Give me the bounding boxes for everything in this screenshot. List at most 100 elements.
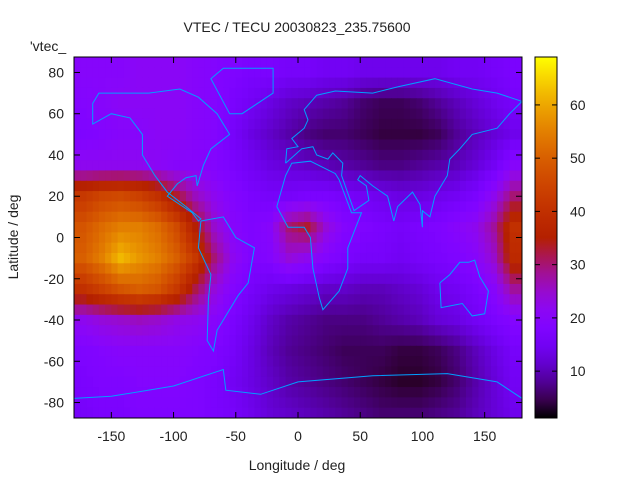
heatmap-cell (198, 345, 206, 357)
heatmap-cell (260, 170, 268, 182)
heatmap-cell (223, 273, 231, 285)
heatmap-cell (105, 387, 112, 398)
heatmap-cell (403, 118, 411, 130)
heatmap-cell (441, 376, 448, 388)
heatmap-cell (148, 149, 156, 161)
heatmap-cell (223, 180, 231, 192)
heatmap-cell (447, 118, 455, 130)
heatmap-cell (459, 273, 467, 285)
heatmap-cell (154, 139, 162, 151)
heatmap-cell (80, 376, 88, 388)
heatmap-cell (478, 191, 486, 202)
heatmap-cell (111, 263, 119, 275)
heatmap-cell (335, 252, 343, 264)
heatmap-cell (86, 87, 94, 99)
heatmap-cell (254, 149, 262, 161)
heatmap-cell (397, 57, 405, 68)
heatmap-cell (310, 87, 318, 99)
heatmap-cell (248, 263, 256, 275)
heatmap-cell (136, 376, 144, 388)
heatmap-cell (291, 57, 299, 68)
heatmap-cell (385, 263, 392, 275)
heatmap-cell (229, 98, 237, 110)
heatmap-cell (123, 129, 131, 141)
heatmap-cell (198, 242, 206, 254)
heatmap-cell (173, 160, 181, 172)
heatmap-cell (298, 139, 305, 151)
heatmap-cell (378, 118, 386, 130)
heatmap-cell (304, 376, 312, 388)
heatmap-cell (453, 376, 461, 388)
heatmap-cell (105, 366, 112, 378)
heatmap-cell (80, 108, 88, 120)
heatmap-cell (186, 77, 193, 89)
heatmap-cell (329, 180, 336, 192)
heatmap-cell (372, 335, 380, 347)
heatmap-cell (285, 263, 293, 275)
heatmap-cell (360, 273, 368, 285)
heatmap-cell (341, 345, 349, 357)
heatmap-cell (341, 108, 349, 120)
heatmap-cell (329, 345, 336, 357)
heatmap-cell (347, 273, 355, 285)
heatmap-cell (235, 98, 243, 110)
heatmap-cell (447, 294, 455, 306)
heatmap-cell (248, 87, 256, 99)
heatmap-cell (136, 108, 144, 120)
heatmap-cell (80, 397, 88, 409)
heatmap-cell (397, 345, 405, 357)
heatmap-cell (503, 180, 511, 192)
heatmap-cell (154, 191, 162, 202)
heatmap-cell (484, 77, 492, 89)
heatmap-cell (254, 252, 262, 264)
heatmap-cell (179, 232, 187, 244)
heatmap-cell (142, 232, 150, 244)
heatmap-cell (235, 263, 243, 275)
heatmap-cell (403, 407, 411, 418)
heatmap-cell (335, 160, 343, 172)
heatmap-cell (273, 180, 280, 192)
heatmap-cell (223, 57, 231, 68)
heatmap-cell (441, 170, 448, 182)
heatmap-cell (142, 139, 150, 151)
heatmap-cell (229, 139, 237, 151)
heatmap-cell (242, 345, 249, 357)
heatmap-cell (86, 180, 94, 192)
heatmap-cell (509, 211, 517, 223)
heatmap-cell (136, 294, 144, 306)
heatmap-cell (117, 149, 125, 161)
heatmap-cell (447, 304, 455, 316)
heatmap-cell (372, 67, 380, 79)
heatmap-cell (434, 356, 442, 368)
y-tick-label: 80 (48, 64, 64, 80)
heatmap-cell (466, 314, 473, 326)
heatmap-cell (229, 397, 237, 409)
heatmap-cell (347, 57, 355, 68)
heatmap-cell (397, 108, 405, 120)
heatmap-cell (285, 108, 293, 120)
heatmap-cell (428, 129, 436, 141)
heatmap-cell (111, 314, 119, 326)
heatmap-cell (503, 57, 511, 68)
heatmap-cell (329, 397, 336, 409)
chart-title: VTEC / TECU 20030823_235.75600 (183, 19, 410, 35)
heatmap-cell (260, 87, 268, 99)
heatmap-cell (254, 180, 262, 192)
y-tick-label: -40 (44, 312, 64, 328)
heatmap-cell (466, 407, 473, 418)
heatmap-cell (86, 345, 94, 357)
heatmap-cell (316, 222, 324, 233)
heatmap-cell (235, 397, 243, 409)
heatmap-cell (403, 222, 411, 233)
heatmap-cell (391, 57, 399, 68)
heatmap-cell (385, 201, 392, 213)
colorbar-tick-label: 50 (570, 150, 586, 166)
heatmap-cell (428, 273, 436, 285)
heatmap-cell (441, 242, 448, 254)
heatmap-cell (503, 191, 511, 202)
heatmap-cell (179, 397, 187, 409)
heatmap-cell (304, 139, 312, 151)
heatmap-cell (74, 129, 81, 141)
heatmap-cell (391, 294, 399, 306)
heatmap-cell (217, 242, 224, 254)
